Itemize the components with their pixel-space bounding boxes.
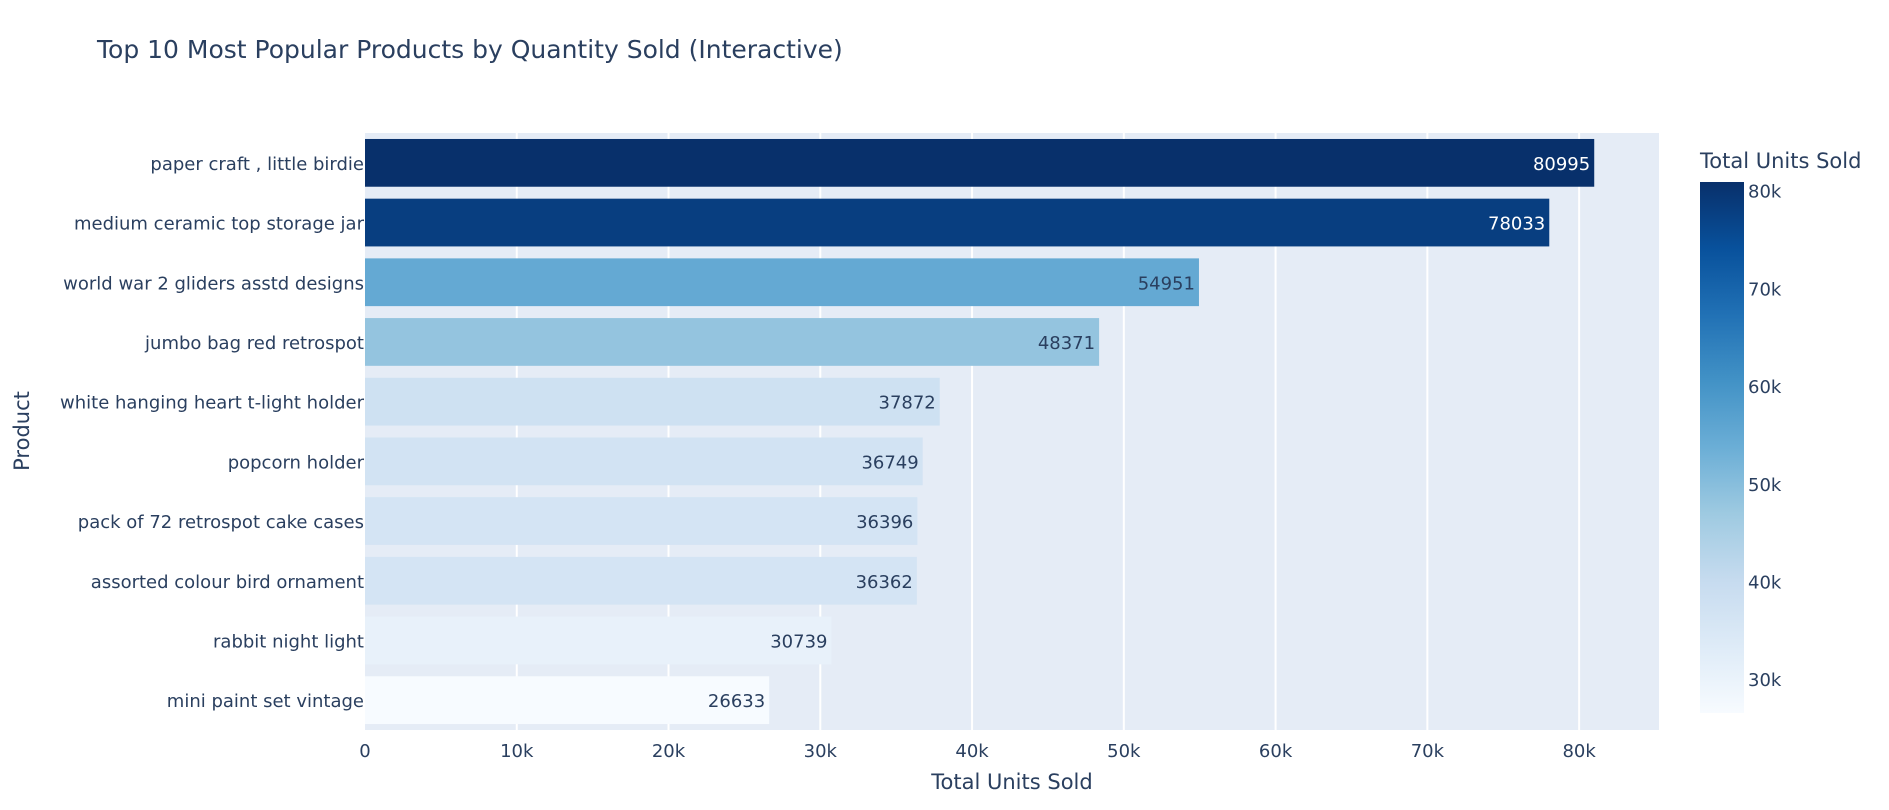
colorbar-tick-label: 80k bbox=[1748, 182, 1782, 203]
y-tick-label: jumbo bag red retrospot bbox=[144, 333, 364, 354]
bar-value-label: 36396 bbox=[856, 512, 913, 533]
bar-value-label: 36362 bbox=[856, 572, 913, 593]
bar-value-label: 37872 bbox=[879, 393, 936, 414]
bar[interactable] bbox=[365, 616, 832, 665]
y-tick-label: paper craft , little birdie bbox=[150, 154, 364, 175]
x-tick-label: 80k bbox=[1562, 741, 1596, 762]
x-tick-label: 0 bbox=[359, 741, 370, 762]
colorbar-ticks: 30k 40k 50k 60k 70k 80k bbox=[1748, 182, 1782, 691]
colorbar-tick-label: 30k bbox=[1748, 670, 1782, 691]
bar-value-label: 26633 bbox=[708, 691, 765, 712]
bar[interactable] bbox=[365, 318, 1100, 366]
y-tick-label: white hanging heart t-light holder bbox=[60, 393, 365, 414]
bar[interactable] bbox=[365, 676, 770, 725]
x-tick-label: 40k bbox=[955, 741, 989, 762]
colorbar-tick-label: 50k bbox=[1748, 475, 1782, 496]
bar[interactable] bbox=[365, 138, 1595, 187]
x-tick-label: 60k bbox=[1259, 741, 1293, 762]
x-tick-label: 10k bbox=[500, 741, 534, 762]
bar[interactable] bbox=[365, 198, 1550, 247]
bar[interactable] bbox=[365, 497, 918, 545]
x-tick-label: 70k bbox=[1411, 741, 1445, 762]
y-tick-labels: paper craft , little birdie medium cerami… bbox=[60, 154, 365, 712]
y-tick-label: medium ceramic top storage jar bbox=[74, 214, 365, 235]
colorbar bbox=[1700, 182, 1744, 713]
colorbar-title: Total Units Sold bbox=[1699, 149, 1861, 173]
bar-value-label: 36749 bbox=[861, 452, 918, 473]
y-tick-label: mini paint set vintage bbox=[167, 691, 364, 712]
bar[interactable] bbox=[365, 556, 917, 605]
colorbar-tick-label: 40k bbox=[1748, 572, 1782, 593]
colorbar-tick-label: 60k bbox=[1748, 377, 1782, 398]
y-tick-label: popcorn holder bbox=[228, 452, 365, 473]
chart-title: Top 10 Most Popular Products by Quantity… bbox=[96, 35, 843, 64]
colorbar-tick-label: 70k bbox=[1748, 279, 1782, 300]
bar[interactable] bbox=[365, 377, 940, 426]
x-tick-label: 30k bbox=[804, 741, 838, 762]
bars bbox=[365, 138, 1595, 725]
bar-labels: 80995 78033 54951 48371 37872 36749 36396 36362… bbox=[708, 154, 1590, 712]
y-axis-title: Product bbox=[10, 391, 34, 471]
bar[interactable] bbox=[365, 258, 1199, 307]
bar-value-label: 80995 bbox=[1533, 154, 1590, 175]
x-tick-label: 20k bbox=[652, 741, 686, 762]
y-tick-label: world war 2 gliders asstd designs bbox=[63, 273, 364, 294]
y-tick-label: rabbit night light bbox=[213, 631, 364, 652]
bar-value-label: 48371 bbox=[1038, 333, 1095, 354]
bar-value-label: 78033 bbox=[1488, 214, 1545, 235]
x-tick-labels: 0 10k 20k 30k 40k 50k 60k 70k 80k bbox=[359, 741, 1596, 762]
y-tick-label: pack of 72 retrospot cake cases bbox=[78, 512, 364, 533]
x-tick-label: 50k bbox=[1107, 741, 1141, 762]
y-tick-label: assorted colour bird ornament bbox=[91, 572, 364, 593]
bar-value-label: 54951 bbox=[1138, 273, 1195, 294]
x-axis-title: Total Units Sold bbox=[930, 770, 1092, 794]
bar[interactable] bbox=[365, 437, 923, 486]
bar-value-label: 30739 bbox=[770, 631, 827, 652]
